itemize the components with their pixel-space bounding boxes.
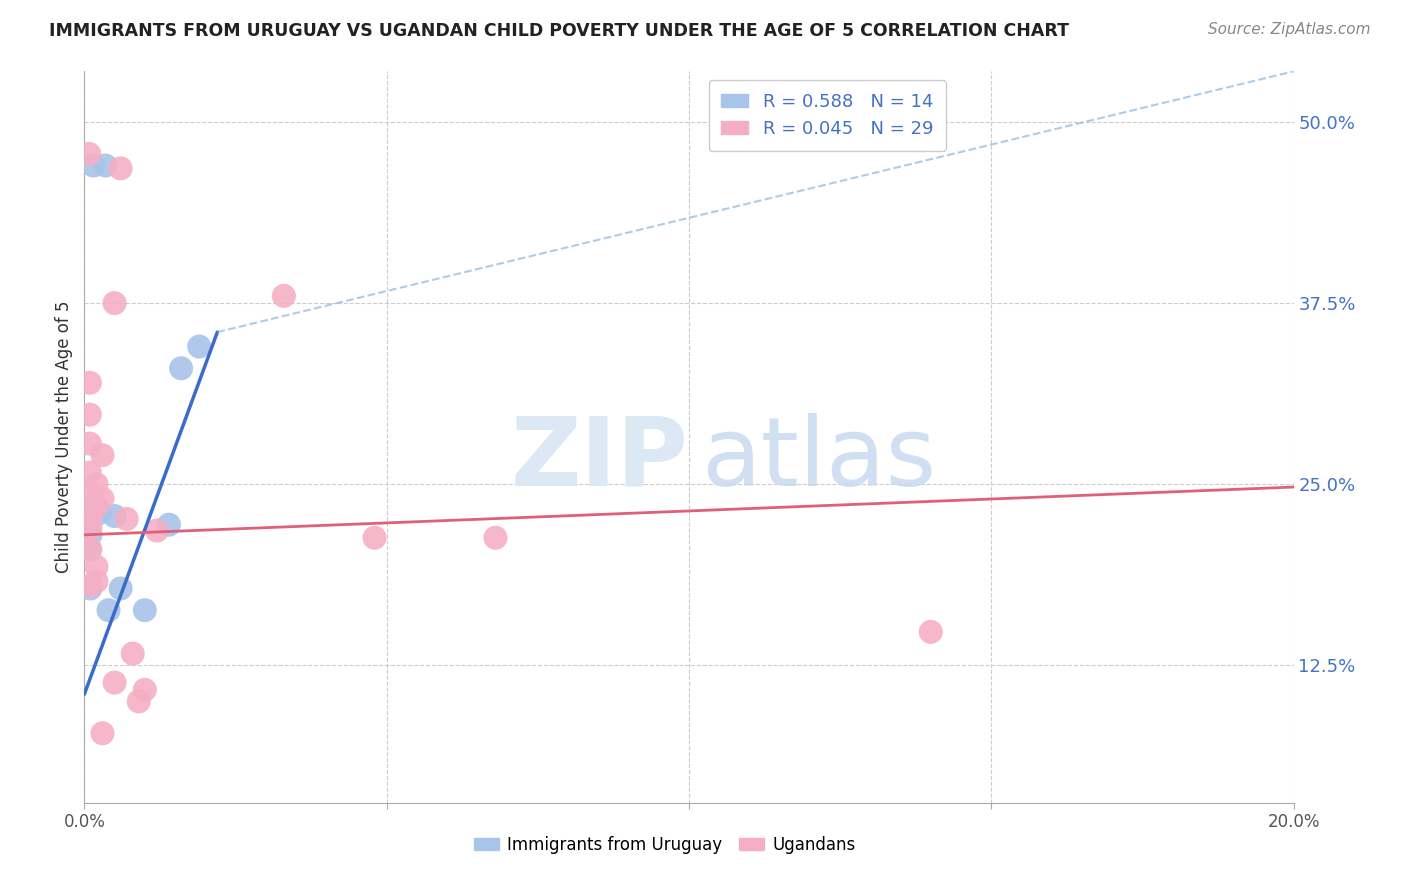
Point <box>273 289 295 303</box>
Point <box>146 524 169 538</box>
Point <box>97 603 120 617</box>
Point <box>80 499 103 513</box>
Point <box>79 582 101 596</box>
Point <box>484 531 506 545</box>
Point <box>110 582 132 596</box>
Point <box>104 675 127 690</box>
Point <box>157 517 180 532</box>
Point <box>115 512 138 526</box>
Point <box>86 477 108 491</box>
Point <box>79 376 101 390</box>
Point <box>134 682 156 697</box>
Point <box>79 508 101 523</box>
Point <box>188 340 211 354</box>
Text: IMMIGRANTS FROM URUGUAY VS UGANDAN CHILD POVERTY UNDER THE AGE OF 5 CORRELATION : IMMIGRANTS FROM URUGUAY VS UGANDAN CHILD… <box>49 22 1069 40</box>
Point <box>79 436 101 450</box>
Point <box>91 491 114 506</box>
Point <box>79 542 101 557</box>
Text: ZIP: ZIP <box>510 412 689 506</box>
Point <box>79 578 101 592</box>
Point <box>77 147 100 161</box>
Point <box>104 296 127 310</box>
Point <box>79 520 101 534</box>
Point <box>86 499 108 513</box>
Point <box>82 159 104 173</box>
Point <box>110 161 132 176</box>
Point <box>104 508 127 523</box>
Point <box>77 542 100 557</box>
Point <box>79 466 101 480</box>
Point <box>79 408 101 422</box>
Point <box>128 694 150 708</box>
Legend: Immigrants from Uruguay, Ugandans: Immigrants from Uruguay, Ugandans <box>467 829 862 860</box>
Point <box>134 603 156 617</box>
Point <box>170 361 193 376</box>
Point <box>79 528 101 542</box>
Point <box>86 559 108 574</box>
Point <box>91 448 114 462</box>
Point <box>121 647 143 661</box>
Point <box>94 159 117 173</box>
Text: atlas: atlas <box>702 412 936 506</box>
Point <box>363 531 385 545</box>
Text: Source: ZipAtlas.com: Source: ZipAtlas.com <box>1208 22 1371 37</box>
Point <box>79 487 101 501</box>
Point <box>89 506 111 520</box>
Point <box>91 726 114 740</box>
Point <box>920 624 942 639</box>
Point <box>86 574 108 589</box>
Y-axis label: Child Poverty Under the Age of 5: Child Poverty Under the Age of 5 <box>55 301 73 574</box>
